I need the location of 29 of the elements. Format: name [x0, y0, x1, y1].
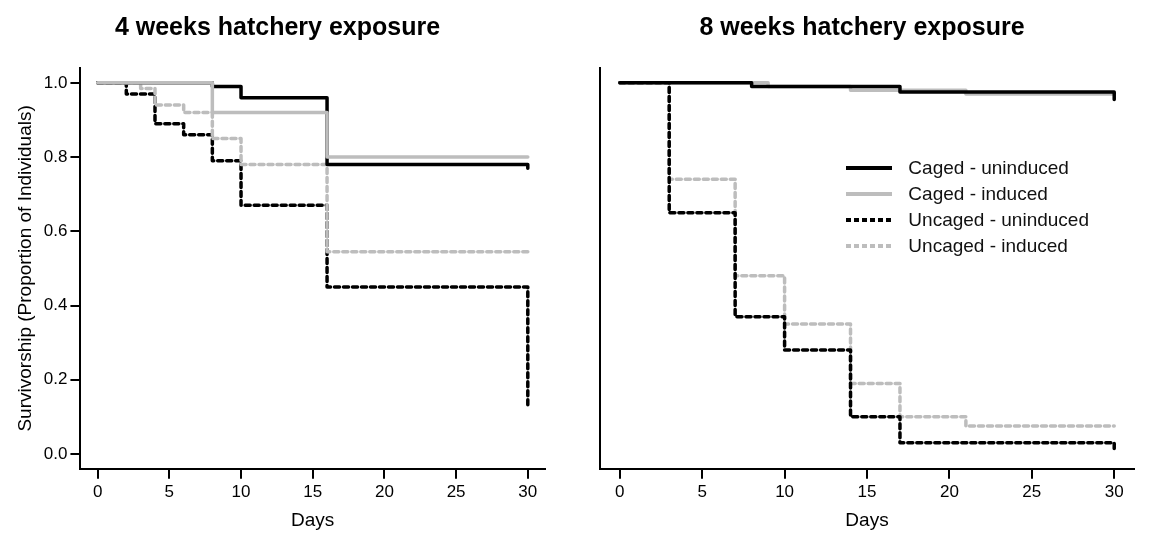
- x-tick-label: 0: [615, 481, 625, 501]
- x-tick-label: 5: [164, 481, 175, 501]
- y-tick-label: 1.0: [43, 72, 68, 92]
- y-tick-label: 0.0: [43, 443, 68, 463]
- x-tick-label: 25: [1022, 481, 1042, 501]
- x-tick-label: 5: [697, 481, 707, 501]
- x-tick-label: 15: [857, 481, 877, 501]
- x-tick-label: 20: [374, 481, 394, 501]
- x-tick-label: 20: [939, 481, 959, 501]
- y-tick-label: 0.8: [43, 146, 68, 166]
- x-tick-label: 10: [231, 481, 251, 501]
- x-tick-label: 10: [775, 481, 795, 501]
- legend-label: Uncaged - uninduced: [908, 208, 1089, 232]
- chart-title: 8 weeks hatchery exposure: [699, 11, 1025, 40]
- y-axis-title: Survivorship (Proportion of Individuals): [13, 105, 35, 432]
- x-tick-label: 25: [446, 481, 466, 501]
- y-tick-label: 0.2: [43, 369, 68, 389]
- legend-label: Caged - uninduced: [908, 156, 1069, 180]
- x-tick-label: 30: [1104, 481, 1124, 501]
- x-axis-title: Days: [845, 508, 889, 530]
- y-tick-label: 0.4: [43, 295, 68, 315]
- legend-label: Uncaged - induced: [908, 234, 1068, 258]
- x-tick-label: 0: [92, 481, 103, 501]
- legend-label: Caged - induced: [908, 182, 1048, 206]
- x-tick-label: 15: [303, 481, 323, 501]
- x-axis-title: Days: [291, 508, 335, 530]
- x-tick-label: 30: [518, 481, 538, 501]
- y-tick-label: 0.6: [43, 220, 68, 240]
- chart-title: 4 weeks hatchery exposure: [114, 11, 441, 40]
